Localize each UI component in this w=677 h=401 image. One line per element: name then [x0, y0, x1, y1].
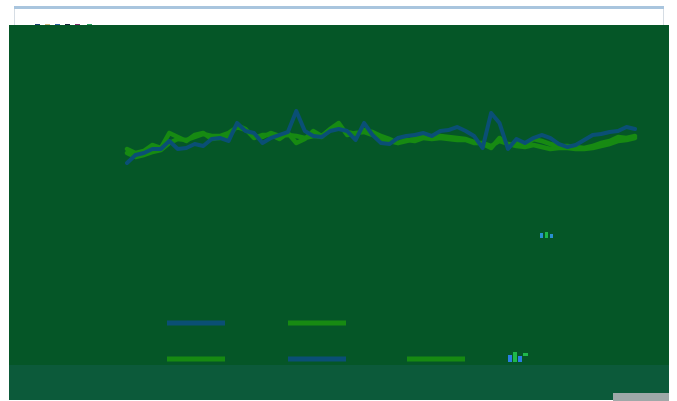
- legend-marker-icon: [508, 352, 528, 362]
- corner-tab[interactable]: [613, 393, 669, 401]
- chart-panel: [9, 25, 669, 400]
- window-frame-right: [663, 9, 664, 33]
- series-line-1: [125, 109, 637, 165]
- series-line-3: [124, 124, 638, 160]
- header-strip: [15, 9, 663, 25]
- window-frame-left: [14, 9, 15, 33]
- footer-band: [9, 365, 669, 400]
- plot-area: [124, 109, 638, 165]
- chart-legend: [167, 232, 553, 362]
- small-marker-icon: [540, 232, 553, 238]
- line-chart: [9, 109, 669, 400]
- window-top-rule: [14, 6, 664, 9]
